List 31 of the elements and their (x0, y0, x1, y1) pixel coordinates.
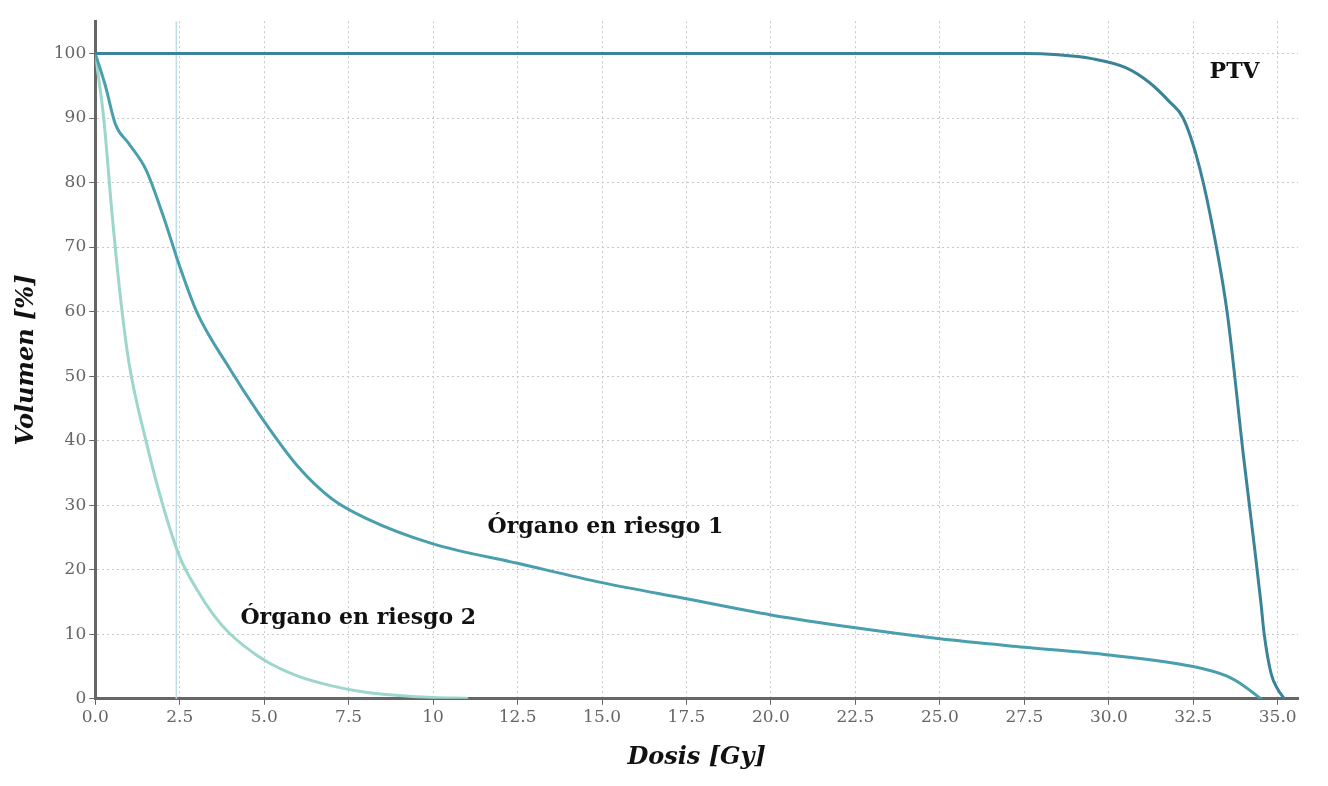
x-tick-label: 32.5 (1174, 706, 1213, 727)
y-tick-label: 40 (64, 429, 87, 450)
y-tick-label: 10 (64, 622, 87, 643)
y-tick-label: 80 (64, 170, 87, 191)
x-tick-label: 10 (422, 706, 444, 727)
x-tick-label: 20.0 (752, 706, 790, 727)
x-axis-title: Dosis [Gy] (626, 740, 766, 770)
x-tick-label: 27.5 (1005, 706, 1044, 727)
series-label: Órgano en riesgo 2 (240, 602, 477, 629)
x-tick-label: 0.0 (81, 706, 109, 727)
series-label: PTV (1209, 56, 1261, 83)
y-tick-label: 70 (64, 235, 87, 256)
x-tick-label: 2.5 (166, 706, 194, 727)
x-tick-label: 17.5 (667, 706, 706, 727)
y-tick-label: 60 (64, 300, 87, 321)
x-tick-label: 35.0 (1258, 706, 1297, 727)
x-tick-label: 30.0 (1089, 706, 1128, 727)
y-axis-title: Volumen [%] (9, 274, 39, 446)
y-tick-label: 50 (64, 364, 87, 385)
y-tick-label: 0 (75, 687, 87, 708)
x-tick-label: 22.5 (836, 706, 875, 727)
x-tick-label: 5.0 (250, 706, 278, 727)
x-tick-label: 15.0 (583, 706, 621, 727)
y-tick-label: 100 (53, 41, 87, 62)
x-tick-label: 7.5 (335, 706, 363, 727)
y-tick-label: 90 (64, 106, 87, 127)
y-tick-label: 30 (64, 493, 87, 514)
x-tick-label: 12.5 (498, 706, 537, 727)
x-tick-label: 25.0 (920, 706, 959, 727)
series-label: Órgano en riesgo 1 (487, 512, 724, 538)
y-tick-label: 20 (64, 558, 87, 579)
